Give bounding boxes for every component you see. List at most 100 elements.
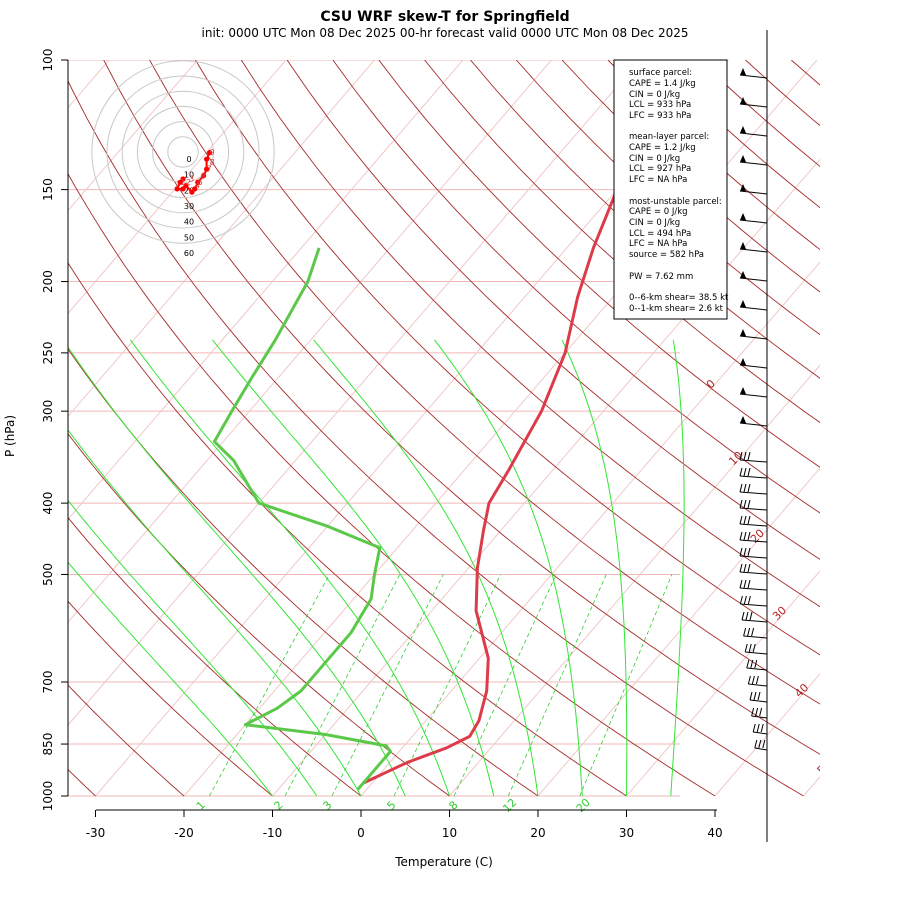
y-tick-label: 100 bbox=[41, 49, 55, 72]
wind-barb bbox=[739, 306, 768, 311]
isotherm-line bbox=[449, 364, 820, 797]
wind-barb bbox=[739, 364, 768, 369]
wind-barb bbox=[739, 161, 768, 166]
hodograph-point bbox=[192, 186, 198, 192]
x-axis-label: Temperature (C) bbox=[394, 855, 493, 869]
hodograph-height-label: 4 bbox=[195, 181, 200, 190]
stats-box-frame bbox=[613, 59, 728, 320]
hodograph-height-label: 2 bbox=[186, 178, 191, 187]
wind-barb-feather bbox=[739, 547, 743, 557]
wind-barb-feather bbox=[749, 611, 753, 621]
x-tick-label: 0 bbox=[357, 826, 365, 840]
dry-adiabat-line bbox=[378, 60, 820, 468]
isotherm-line bbox=[68, 60, 464, 521]
wind-barb-flag bbox=[740, 387, 746, 394]
hodograph-height-label: 9 bbox=[210, 148, 215, 157]
isotherm-line bbox=[68, 60, 552, 623]
wind-barb-feather bbox=[739, 531, 743, 541]
wind-barb-feather bbox=[743, 499, 747, 509]
dry-adiabat-line bbox=[424, 60, 820, 423]
wind-barb bbox=[739, 523, 768, 527]
dry-adiabat-line bbox=[68, 79, 804, 797]
wind-barb-feather bbox=[747, 499, 751, 509]
wind-barb-feather bbox=[747, 595, 751, 605]
dry-adiabat-line bbox=[103, 60, 820, 755]
stat-unstable-lfc: LFC = NA hPa bbox=[629, 239, 687, 249]
isotherm-line bbox=[537, 467, 820, 797]
wind-barb-feather bbox=[739, 563, 743, 573]
stat-mixed-cin: CIN = 0 J/kg bbox=[629, 154, 680, 164]
wind-barb-flag bbox=[740, 97, 746, 104]
hodograph-height-label: 8 bbox=[210, 158, 215, 167]
mixing-ratio-line bbox=[331, 574, 444, 797]
y-tick-label: 850 bbox=[41, 733, 55, 756]
wind-barb-feather bbox=[750, 659, 754, 669]
wind-barb-feather bbox=[739, 467, 743, 477]
wind-barb-feather bbox=[747, 579, 751, 589]
wind-barb bbox=[745, 651, 768, 655]
stat-mixed-cape: CAPE = 1.2 J/kg bbox=[629, 143, 696, 153]
wind-barb bbox=[740, 603, 768, 607]
wind-barb-feather bbox=[743, 451, 747, 461]
moist-adiabat-line bbox=[434, 339, 583, 797]
wind-barb-feather bbox=[754, 739, 758, 749]
hodograph-ring-label: 0 bbox=[186, 155, 191, 164]
hodograph-ring-label: 50 bbox=[184, 233, 194, 242]
wind-barb bbox=[739, 190, 768, 195]
wind-barb bbox=[739, 277, 768, 282]
stat-surface-lcl: LCL = 933 hPa bbox=[629, 100, 691, 110]
hodograph-point bbox=[195, 179, 201, 185]
wind-barb-feather bbox=[759, 707, 763, 717]
wind-barb-feather bbox=[751, 707, 755, 717]
wind-barb-feather bbox=[739, 515, 743, 525]
wind-barb-flag bbox=[740, 155, 746, 162]
chart-title: CSU WRF skew-T for Springfield bbox=[320, 9, 569, 25]
stat-mixed-lcl: LCL = 927 hPa bbox=[629, 164, 691, 174]
x-tick-label: -20 bbox=[174, 826, 194, 840]
hodograph-ring bbox=[152, 121, 214, 183]
wind-barb-feather bbox=[747, 451, 751, 461]
wind-barb-feather bbox=[762, 739, 766, 749]
wind-barb bbox=[754, 747, 768, 751]
wind-barb bbox=[739, 219, 768, 224]
wind-barb bbox=[749, 699, 768, 703]
wind-barb-flag bbox=[740, 300, 746, 307]
hodograph-ring-label: 40 bbox=[184, 218, 194, 227]
wind-barb-feather bbox=[739, 499, 743, 509]
hodograph-point bbox=[183, 183, 189, 189]
stat-surface-lfc: LFC = 933 hPa bbox=[629, 111, 691, 121]
wind-barb-flag bbox=[740, 416, 746, 423]
isotherm-label: 20 bbox=[748, 527, 767, 546]
moist-adiabat-line bbox=[212, 339, 495, 797]
dry-adiabat-line bbox=[195, 60, 820, 656]
stat-unstable-cin: CIN = 0 J/kg bbox=[629, 218, 680, 228]
hodograph-point bbox=[177, 179, 183, 185]
stats-box: surface parcel: CAPE = 1.4 J/kg CIN = 0 … bbox=[613, 59, 729, 320]
chart-subtitle: init: 0000 UTC Mon 08 Dec 2025 00-hr for… bbox=[202, 26, 689, 40]
x-tick-label: -10 bbox=[263, 826, 283, 840]
hodograph-ring bbox=[121, 90, 245, 214]
y-tick-label: 200 bbox=[41, 270, 55, 293]
wind-barb-flag bbox=[740, 242, 746, 249]
stat-shear1: 0--1-km shear= 2.6 kt bbox=[629, 304, 724, 314]
wind-barb-feather bbox=[747, 467, 751, 477]
wind-barb bbox=[739, 587, 768, 591]
wind-barb-feather bbox=[747, 675, 751, 685]
isotherm-line bbox=[68, 60, 198, 212]
dry-adiabat-line bbox=[470, 60, 820, 379]
stat-unstable-cape: CAPE = 0 J/kg bbox=[629, 207, 688, 217]
wind-barb-feather bbox=[739, 451, 743, 461]
wind-barb-feather bbox=[743, 515, 747, 525]
wind-barb-feather bbox=[758, 739, 762, 749]
wind-barb-feather bbox=[743, 563, 747, 573]
dry-adiabat-line bbox=[149, 60, 820, 705]
isotherm-line bbox=[803, 776, 820, 797]
dry-adiabat-line bbox=[68, 348, 539, 797]
wind-barb-feather bbox=[751, 675, 755, 685]
hodograph-ring-label: 60 bbox=[184, 249, 194, 258]
wind-barb-feather bbox=[747, 483, 751, 493]
wind-barb bbox=[739, 74, 768, 79]
wind-barb bbox=[739, 103, 768, 108]
y-tick-label: 150 bbox=[41, 178, 55, 201]
